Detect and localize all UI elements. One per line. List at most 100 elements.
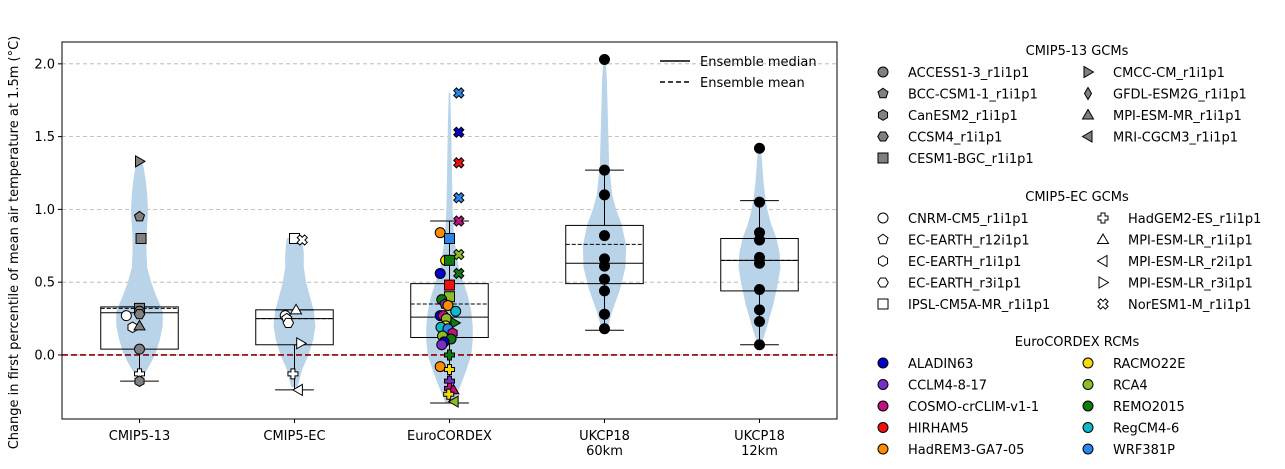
- data-point: [447, 395, 459, 408]
- legend-line-label: Ensemble median: [700, 55, 817, 70]
- data-point: [291, 383, 303, 397]
- data-point: [599, 189, 610, 201]
- legend-marker: [1097, 298, 1109, 310]
- legend-marker: [877, 400, 889, 412]
- violin: [116, 158, 163, 379]
- data-point: [444, 364, 455, 376]
- legend-label: RACMO22E: [1113, 357, 1185, 372]
- data-point: [450, 305, 462, 317]
- legend-marker: [1096, 233, 1110, 244]
- legend-marker: [877, 66, 889, 78]
- data-point: [599, 53, 610, 65]
- legend-label: ACCESS1-3_r1i1p1: [908, 66, 1029, 81]
- data-point: [450, 316, 462, 330]
- legend-label: MPI-ESM-MR_r1i1p1: [1113, 109, 1242, 124]
- legend-marker: [1098, 276, 1110, 289]
- data-point: [135, 154, 146, 168]
- x-tick-label: UKCP18: [734, 429, 785, 444]
- legend-marker: [877, 87, 889, 99]
- legend-marker: [1082, 357, 1094, 369]
- legend-marker: [877, 131, 889, 142]
- data-point: [434, 267, 446, 279]
- data-point: [289, 303, 303, 315]
- legend-marker: [877, 443, 889, 455]
- data-points: [120, 53, 765, 408]
- y-axis-label: Change in first percentile of mean air t…: [7, 36, 22, 450]
- data-point: [444, 254, 455, 266]
- data-point: [453, 248, 465, 261]
- x-tick-label: UKCP18: [579, 429, 630, 444]
- data-point: [599, 260, 610, 272]
- data-point: [135, 233, 147, 245]
- data-point: [599, 323, 610, 335]
- data-point: [296, 234, 309, 246]
- legend-marker: [1083, 86, 1093, 101]
- legend-label: CNRM-CM5_r1i1p1: [908, 212, 1029, 227]
- data-point: [282, 317, 295, 328]
- y-tick-label: 1.0: [34, 203, 55, 218]
- legend-marker: [877, 212, 889, 224]
- data-point: [444, 279, 455, 291]
- legend-label: RegCM4-6: [1113, 422, 1179, 437]
- legend-marker: [1083, 65, 1095, 79]
- data-point: [434, 361, 446, 373]
- data-point: [133, 319, 146, 331]
- data-point: [754, 257, 765, 269]
- legend-label: CMCC-CM_r1i1p1: [1113, 66, 1225, 81]
- data-point: [442, 299, 454, 311]
- y-tick-label: 2.0: [34, 57, 55, 72]
- legend-label: EC-EARTH_r1i1p1: [908, 255, 1021, 270]
- data-point: [754, 339, 765, 351]
- x-tick-label: EuroCORDEX: [407, 429, 492, 444]
- legend-title: EuroCORDEX RCMs: [1015, 335, 1140, 350]
- data-point: [443, 388, 455, 400]
- y-tick-label: 0.5: [34, 276, 55, 291]
- data-point: [453, 215, 465, 227]
- legend-label: EC-EARTH_r3i1p1: [908, 277, 1021, 292]
- legend-marker: [877, 357, 889, 369]
- data-point: [133, 309, 146, 320]
- legend-label: REMO2015: [1113, 400, 1185, 415]
- legend-label: IPSL-CM5A-MR_r1i1p1: [908, 298, 1050, 313]
- legend-title: CMIP5-EC GCMs: [1025, 190, 1129, 205]
- legend-marker: [877, 152, 889, 164]
- legend-marker: [1082, 379, 1094, 390]
- x-tick-label: CMIP5-EC: [263, 429, 325, 444]
- data-point: [599, 285, 610, 297]
- data-point: [754, 283, 765, 295]
- legend-label: MPI-ESM-LR_r2i1p1: [1128, 255, 1253, 270]
- data-point: [453, 126, 465, 139]
- legend-label: ALADIN63: [908, 357, 973, 372]
- legend-label: MPI-ESM-LR_r1i1p1: [1128, 234, 1253, 249]
- data-point: [599, 273, 610, 285]
- legend-title: CMIP5-13 GCMs: [1026, 44, 1129, 59]
- legend-marker: [877, 255, 889, 267]
- data-point: [453, 191, 465, 204]
- legend-label: EC-EARTH_r12i1p1: [908, 234, 1030, 249]
- legend-label: CESM1-BGC_r1i1p1: [908, 152, 1034, 167]
- y-tick-label: 1.5: [34, 130, 55, 145]
- x-axis: CMIP5-13 CMIP5-EC EuroCORDEX UKCP1860kmUKCP…: [109, 419, 785, 459]
- legend-label: RCA4: [1113, 379, 1148, 394]
- data-point: [133, 210, 146, 222]
- legend-label: HIRHAM5: [908, 422, 969, 437]
- data-point: [754, 304, 765, 316]
- data-point: [444, 349, 455, 361]
- data-point: [453, 267, 465, 280]
- y-tick-label: 0.0: [34, 348, 55, 363]
- data-point: [444, 233, 455, 245]
- y-axis: 0.0 0.5 1.0 1.5 2.0: [34, 57, 62, 363]
- legend-marker: [1096, 254, 1108, 268]
- line-legend: Ensemble median Ensemble mean: [660, 55, 817, 91]
- data-point: [453, 87, 465, 99]
- data-point: [434, 227, 446, 239]
- model-legends: CMIP5-13 GCMs ACCESS1-3_r1i1p1 BCC-CSM1-1_…: [877, 44, 1261, 458]
- data-point: [754, 234, 765, 246]
- data-point: [754, 142, 765, 154]
- data-point: [436, 339, 448, 351]
- legend-marker: [877, 109, 889, 121]
- x-tick-label: 60km: [586, 444, 623, 459]
- legend-label: CanESM2_r1i1p1: [908, 109, 1018, 124]
- legend-line-label: Ensemble mean: [700, 76, 805, 91]
